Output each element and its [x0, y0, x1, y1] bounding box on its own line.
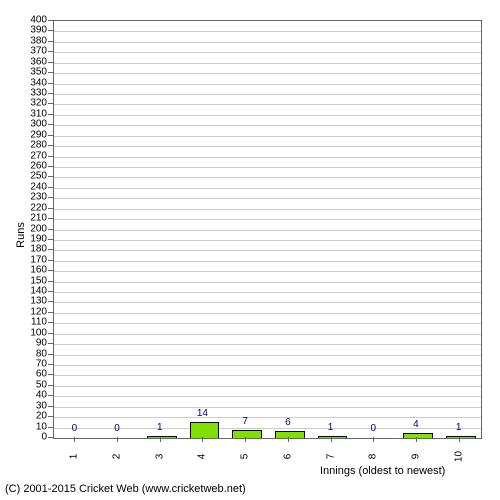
- x-tick-label: 9: [410, 454, 421, 460]
- y-tick-label: 80: [36, 348, 47, 359]
- y-tick-label: 160: [30, 265, 47, 276]
- x-tick-label: 6: [282, 454, 293, 460]
- y-tick-label: 20: [36, 411, 47, 422]
- y-tick-label: 110: [31, 317, 47, 328]
- y-tick-label: 390: [30, 25, 47, 36]
- plot-area: [53, 20, 482, 439]
- y-tick-label: 270: [30, 150, 47, 161]
- y-tick-label: 260: [30, 160, 47, 171]
- bar-value-label: 1: [456, 422, 462, 433]
- y-tick-label: 360: [30, 56, 47, 67]
- x-tick-label: 1: [69, 454, 80, 460]
- bar-value-label: 4: [413, 419, 419, 430]
- y-tick-label: 300: [30, 119, 47, 130]
- y-tick-label: 340: [30, 77, 47, 88]
- bar-value-label: 0: [370, 423, 376, 434]
- y-tick-label: 140: [30, 286, 47, 297]
- footer-copyright: (C) 2001-2015 Cricket Web (www.cricketwe…: [5, 483, 246, 495]
- y-tick-label: 50: [36, 379, 47, 390]
- y-tick-label: 150: [30, 275, 47, 286]
- y-tick-label: 0: [41, 432, 47, 443]
- y-tick-label: 120: [30, 306, 47, 317]
- bar-value-label: 0: [114, 423, 120, 434]
- x-tick-label: 5: [240, 454, 251, 460]
- y-tick-label: 350: [30, 67, 47, 78]
- bar: [403, 433, 433, 438]
- x-axis-label: Innings (oldest to newest): [320, 465, 445, 477]
- y-tick-label: 70: [36, 359, 47, 370]
- y-tick-label: 130: [30, 296, 47, 307]
- bar-value-label: 6: [285, 417, 291, 428]
- y-tick-label: 230: [30, 192, 47, 203]
- x-tick-label: 3: [154, 454, 165, 460]
- y-tick-label: 60: [36, 369, 47, 380]
- y-tick-label: 240: [30, 181, 47, 192]
- y-tick-label: 400: [30, 15, 47, 26]
- bar: [318, 436, 348, 438]
- bar-value-label: 1: [157, 422, 163, 433]
- bar: [232, 430, 262, 438]
- y-tick-label: 250: [30, 171, 47, 182]
- x-tick-label: 7: [325, 454, 336, 460]
- bar: [446, 436, 476, 438]
- y-tick-label: 100: [30, 327, 47, 338]
- y-tick-label: 30: [36, 400, 47, 411]
- chart-container: 0102030405060708090100110120130140150160…: [0, 0, 500, 500]
- y-tick-label: 310: [30, 108, 47, 119]
- bar-value-label: 7: [242, 416, 248, 427]
- y-tick-label: 40: [36, 390, 47, 401]
- y-tick-label: 10: [36, 421, 47, 432]
- y-tick-label: 220: [30, 202, 47, 213]
- x-tick-label: 4: [197, 454, 208, 460]
- x-tick-label: 10: [453, 451, 464, 462]
- bar: [147, 436, 177, 438]
- bar-value-label: 14: [197, 408, 208, 419]
- y-tick-label: 280: [30, 140, 47, 151]
- y-tick-label: 290: [30, 129, 47, 140]
- y-tick-label: 370: [30, 46, 47, 57]
- bar-value-label: 0: [72, 423, 78, 434]
- y-tick-label: 180: [30, 244, 47, 255]
- x-tick-label: 2: [112, 454, 123, 460]
- y-tick-label: 90: [36, 338, 47, 349]
- y-tick-label: 190: [30, 233, 47, 244]
- y-tick-label: 170: [30, 254, 47, 265]
- bar: [190, 422, 220, 438]
- bar-value-label: 1: [328, 422, 334, 433]
- y-tick-label: 200: [30, 223, 47, 234]
- y-tick-label: 320: [30, 98, 47, 109]
- bar: [275, 431, 305, 438]
- y-axis-label: Runs: [15, 222, 27, 248]
- y-tick-label: 210: [30, 213, 47, 224]
- y-tick-label: 380: [30, 35, 47, 46]
- x-tick-label: 8: [368, 454, 379, 460]
- y-tick-label: 330: [30, 87, 47, 98]
